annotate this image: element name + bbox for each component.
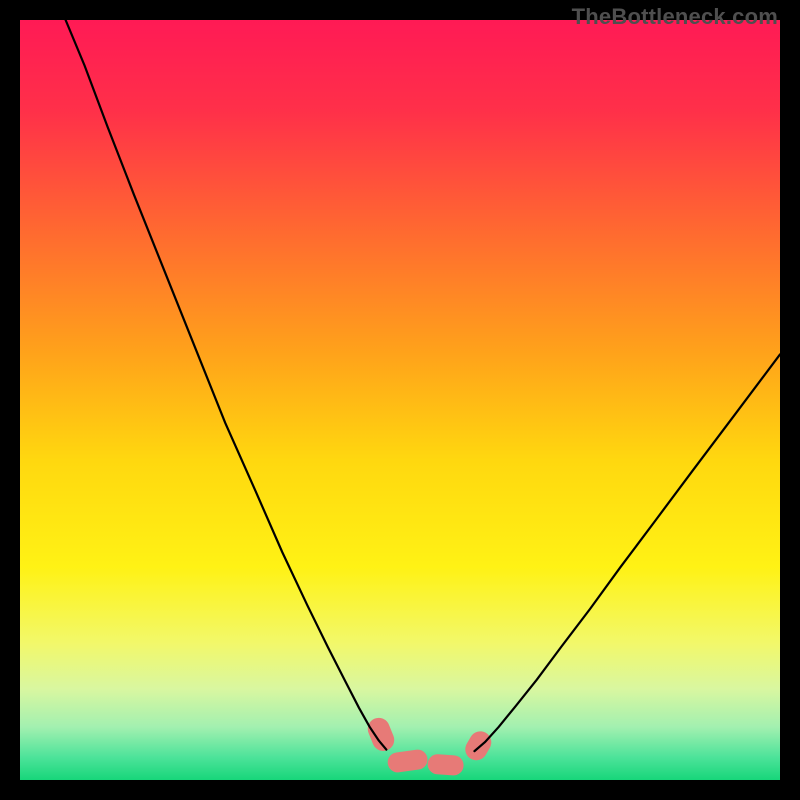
valley-marker	[427, 754, 464, 776]
bottleneck-curve-chart	[20, 20, 780, 780]
gradient-background	[20, 20, 780, 780]
plot-area	[20, 20, 780, 780]
watermark-text: TheBottleneck.com	[572, 4, 778, 30]
chart-frame: TheBottleneck.com	[0, 0, 800, 800]
